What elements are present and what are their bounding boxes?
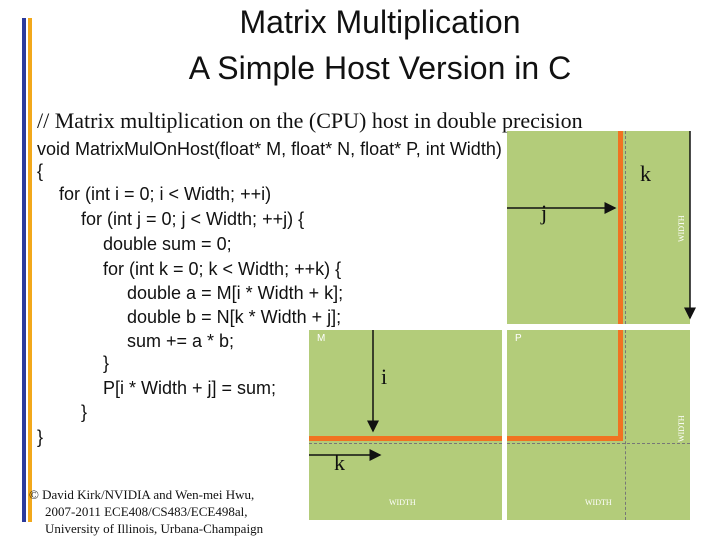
n-column-highlight <box>618 131 623 324</box>
code-comment: // Matrix multiplication on the (CPU) ho… <box>37 108 583 133</box>
code-line: P[i * Width + j] = sum; <box>103 378 277 398</box>
matrix-m-label: M <box>317 333 326 344</box>
code-line: double sum = 0; <box>103 234 232 254</box>
p-cell-highlight-h <box>507 436 623 441</box>
code-line: void MatrixMulOnHost(float* M, float* N,… <box>37 139 502 159</box>
index-j: j <box>541 200 548 225</box>
dashed-guide-n-col <box>625 131 626 324</box>
dashed-guide-p-col <box>625 330 626 520</box>
dashed-guide-m-row <box>309 443 502 444</box>
index-i: i <box>381 364 388 389</box>
matrix-n <box>507 131 690 324</box>
code-line: for (int j = 0; j < Width; ++j) { <box>81 209 305 229</box>
matrix-p <box>507 330 690 520</box>
credit-line3: University of Illinois, Urbana-Champaign <box>45 521 264 536</box>
m-row-highlight <box>309 436 502 441</box>
code-line: for (int i = 0; i < Width; ++i) <box>59 184 272 204</box>
p-width-bottom-label: WIDTH <box>585 498 612 507</box>
matrix-p-label: P <box>515 333 522 344</box>
p-cell-highlight-v <box>618 330 623 441</box>
slide-title-line1: Matrix Multiplication <box>239 4 521 40</box>
dashed-guide-p-row <box>507 443 690 444</box>
slide-title-line2: A Simple Host Version in C <box>188 50 572 86</box>
code-line: sum += a * b; <box>127 331 235 351</box>
left-accent-bar-orange <box>28 18 32 522</box>
left-accent-bar-blue <box>22 18 26 522</box>
index-k-bottom: k <box>334 450 345 475</box>
code-line: double a = M[i * Width + k]; <box>127 283 344 303</box>
code-line: double b = N[k * Width + j]; <box>127 307 342 327</box>
index-k-top: k <box>640 161 651 186</box>
credit-line2: 2007-2011 ECE408/CS483/ECE498al, <box>45 504 248 519</box>
code-line: for (int k = 0; k < Width; ++k) { <box>103 259 342 279</box>
code-line: } <box>103 353 110 373</box>
matrix-m <box>309 330 502 520</box>
m-width-label: WIDTH <box>389 498 416 507</box>
code-line: { <box>37 161 44 181</box>
code-line: } <box>81 402 88 422</box>
code-line: } <box>37 427 44 447</box>
credit-line1: © David Kirk/NVIDIA and Wen-mei Hwu, <box>29 487 255 502</box>
